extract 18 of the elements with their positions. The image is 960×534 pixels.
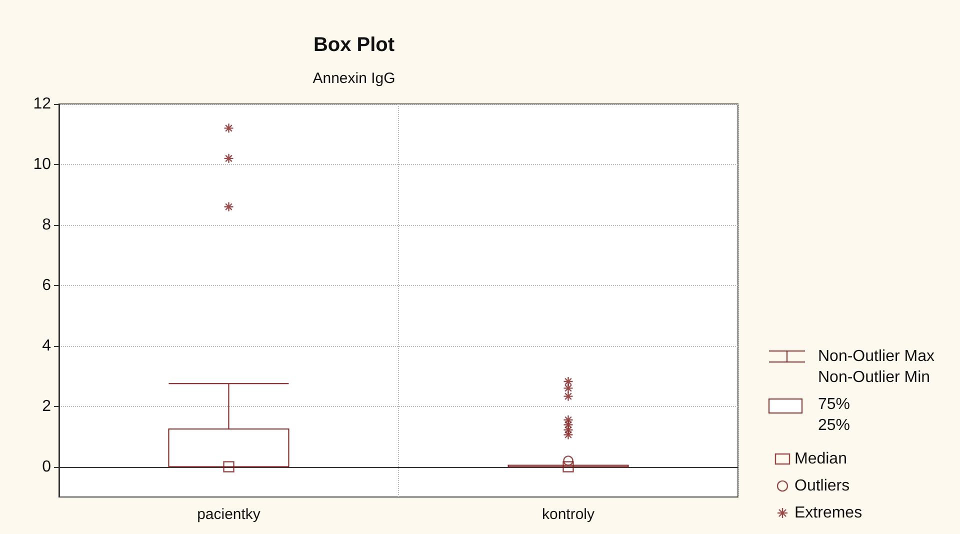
x-tick-label: pacientky xyxy=(197,506,261,523)
y-tick-label: 10 xyxy=(33,156,52,173)
y-tick-label: 2 xyxy=(42,398,52,415)
y-tick-label: 8 xyxy=(42,216,52,234)
legend-label: Outliers xyxy=(794,478,850,494)
text: Non-Outlier Max xyxy=(818,347,934,367)
legend-label: Median xyxy=(794,450,847,468)
y-tick-label: 4 xyxy=(42,337,52,354)
text: 25% xyxy=(818,416,850,436)
x-tick-label: kontroly xyxy=(542,506,596,523)
text: Non-Outlier Min xyxy=(818,368,932,388)
text: 75% xyxy=(818,395,850,415)
y-tick-label: 12 xyxy=(33,96,52,112)
chart-title: Box Plot xyxy=(313,34,395,56)
y-tick-label: 6 xyxy=(42,276,52,294)
chart-subtitle: Annexin IgG xyxy=(312,70,396,87)
legend-label: Extremes xyxy=(794,504,862,522)
y-tick-label: 0 xyxy=(42,458,52,476)
